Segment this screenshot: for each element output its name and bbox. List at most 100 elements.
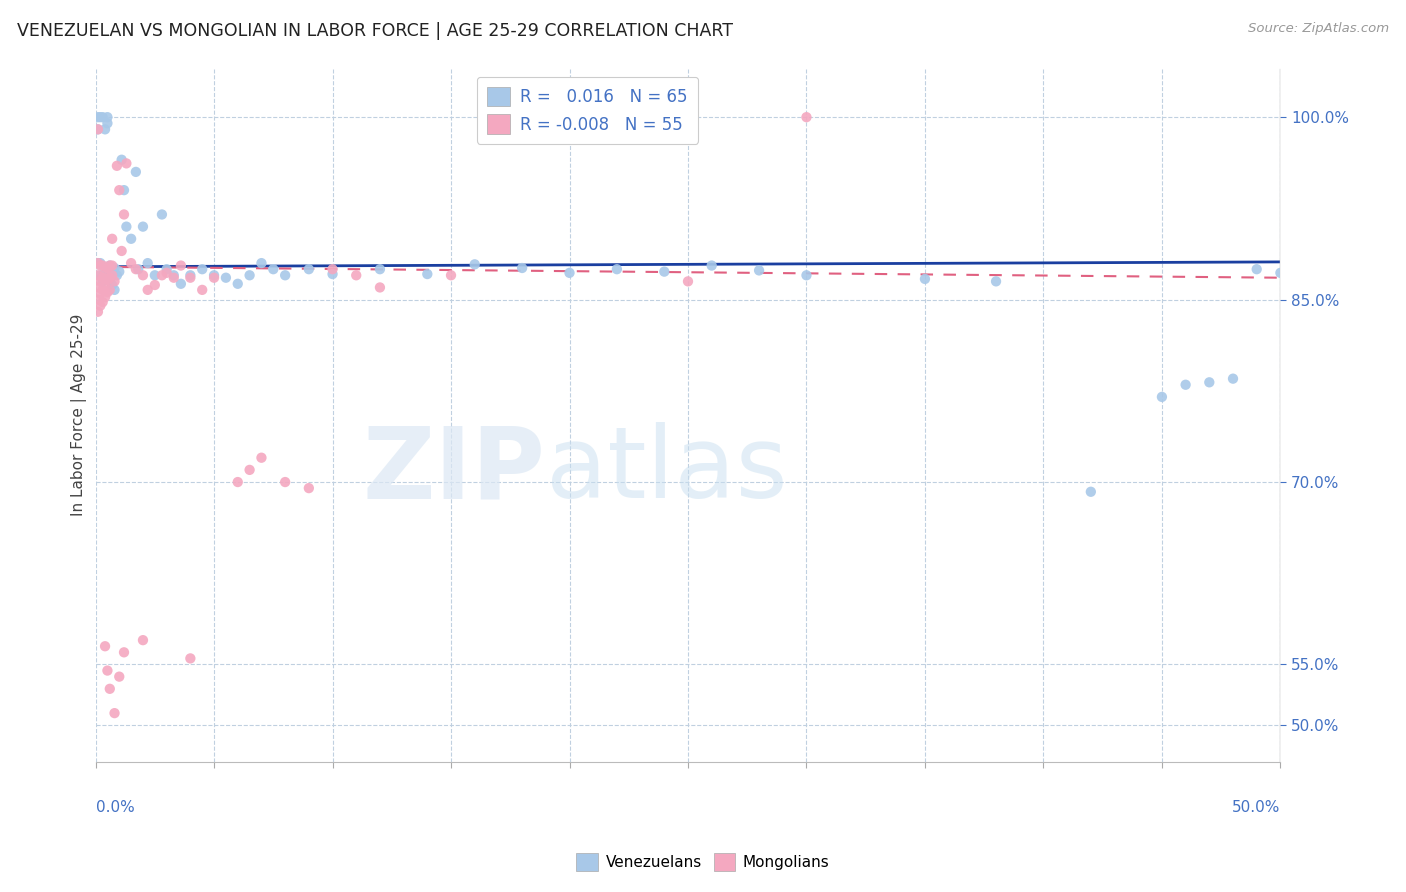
Point: [91, 283, 114, 297]
Point: [120, 232, 142, 246]
Point: [112, 183, 135, 197]
Point: [98, 259, 121, 273]
Point: [96, 110, 118, 124]
Point: [91, 268, 114, 283]
Point: [94, 278, 117, 293]
Point: [87, 110, 110, 124]
Legend: Venezuelans, Mongolians: Venezuelans, Mongolians: [571, 847, 835, 877]
Point: [89, 259, 111, 273]
Point: [111, 244, 134, 258]
Point: [1222, 372, 1244, 386]
Point: [1246, 262, 1268, 277]
Point: [202, 268, 225, 283]
Point: [298, 481, 321, 495]
Point: [87, 268, 110, 283]
Point: [94, 290, 117, 304]
Point: [170, 259, 193, 273]
Point: [226, 475, 249, 489]
Point: [202, 270, 225, 285]
Point: [103, 260, 125, 275]
Point: [914, 272, 936, 286]
Point: [94, 122, 117, 136]
Text: Source: ZipAtlas.com: Source: ZipAtlas.com: [1249, 22, 1389, 36]
Point: [115, 219, 138, 234]
Point: [112, 207, 135, 221]
Point: [87, 280, 110, 294]
Point: [105, 268, 128, 283]
Point: [98, 270, 121, 285]
Point: [984, 274, 1007, 288]
Point: [108, 670, 131, 684]
Point: [91, 259, 114, 273]
Legend: R =   0.016   N = 65, R = -0.008   N = 55: R = 0.016 N = 65, R = -0.008 N = 55: [477, 77, 697, 144]
Point: [179, 270, 201, 285]
Point: [143, 268, 166, 283]
Point: [91, 110, 114, 124]
Point: [89, 299, 111, 313]
Point: [464, 257, 486, 271]
Point: [226, 277, 249, 291]
Point: [98, 283, 121, 297]
Point: [115, 156, 138, 170]
Point: [136, 283, 159, 297]
Point: [156, 266, 179, 280]
Text: 50.0%: 50.0%: [1232, 800, 1281, 815]
Point: [250, 450, 273, 465]
Point: [239, 463, 262, 477]
Point: [652, 265, 675, 279]
Point: [89, 286, 111, 301]
Point: [108, 183, 131, 197]
Point: [103, 706, 125, 720]
Point: [170, 277, 193, 291]
Point: [215, 270, 238, 285]
Point: [262, 262, 284, 277]
Point: [96, 262, 118, 277]
Point: [94, 266, 117, 280]
Point: [96, 116, 118, 130]
Point: [103, 283, 125, 297]
Point: [125, 165, 148, 179]
Point: [150, 268, 173, 283]
Text: atlas: atlas: [546, 422, 787, 519]
Point: [440, 268, 463, 283]
Point: [250, 256, 273, 270]
Point: [191, 283, 214, 297]
Point: [98, 273, 121, 287]
Point: [101, 278, 124, 293]
Point: [94, 639, 117, 653]
Point: [796, 268, 818, 283]
Point: [298, 262, 321, 277]
Point: [89, 110, 111, 124]
Point: [87, 256, 110, 270]
Point: [1198, 376, 1220, 390]
Point: [91, 295, 114, 310]
Point: [101, 232, 124, 246]
Y-axis label: In Labor Force | Age 25-29: In Labor Force | Age 25-29: [72, 314, 87, 516]
Point: [111, 153, 134, 167]
Point: [163, 268, 186, 283]
Point: [676, 274, 699, 288]
Text: VENEZUELAN VS MONGOLIAN IN LABOR FORCE | AGE 25-29 CORRELATION CHART: VENEZUELAN VS MONGOLIAN IN LABOR FORCE |…: [17, 22, 733, 40]
Point: [700, 259, 723, 273]
Point: [179, 651, 201, 665]
Point: [322, 267, 344, 281]
Point: [91, 274, 114, 288]
Point: [150, 207, 173, 221]
Point: [132, 268, 155, 283]
Point: [416, 267, 439, 281]
Point: [96, 664, 118, 678]
Text: ZIP: ZIP: [363, 422, 546, 519]
Point: [96, 273, 118, 287]
Point: [89, 256, 111, 270]
Point: [143, 278, 166, 293]
Point: [368, 280, 391, 294]
Point: [89, 268, 111, 283]
Point: [112, 645, 135, 659]
Point: [132, 633, 155, 648]
Point: [105, 159, 128, 173]
Point: [101, 259, 124, 273]
Point: [1174, 377, 1197, 392]
Point: [136, 256, 159, 270]
Point: [89, 274, 111, 288]
Point: [179, 268, 201, 283]
